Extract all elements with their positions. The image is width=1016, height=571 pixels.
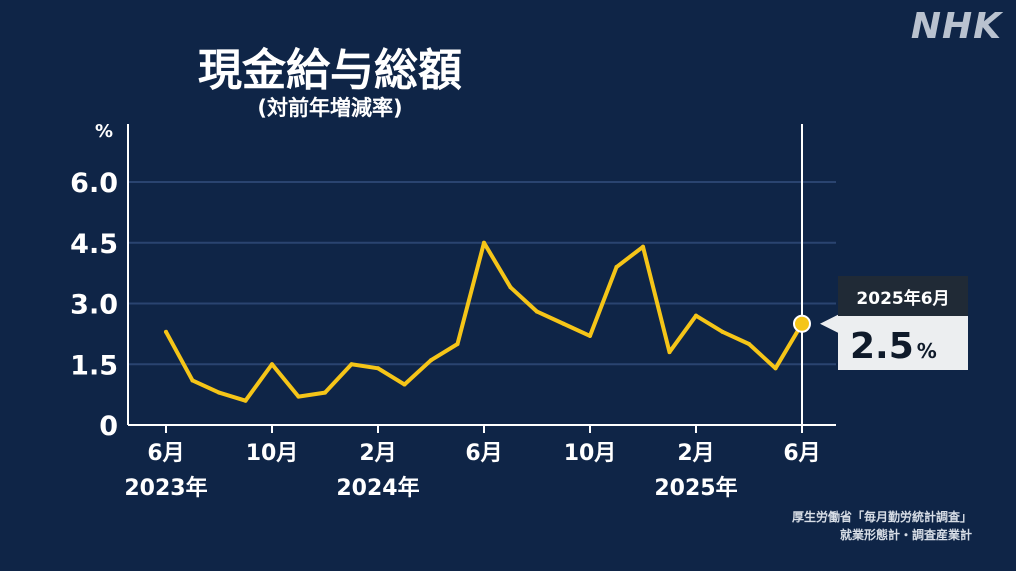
y-tick-label: 1.5	[70, 350, 118, 381]
x-tick-month: 6月	[147, 441, 184, 466]
data-point	[296, 394, 301, 399]
data-point	[243, 398, 248, 403]
data-point	[455, 342, 460, 346]
source-line-1: 厚生労働省「毎月勤労統計調査」	[791, 510, 972, 524]
y-tick-labels: 6.0 4.5 3.0 1.5 0%	[70, 121, 118, 442]
chart-title: 現金給与総額	[198, 45, 462, 96]
callout-value-bg	[838, 316, 968, 370]
data-point	[376, 366, 380, 371]
data-point	[720, 329, 725, 334]
grid-lines	[128, 181, 836, 366]
axes	[127, 124, 836, 426]
data-point	[641, 244, 645, 249]
x-tick-month: 10月	[564, 441, 617, 466]
data-point	[429, 358, 433, 363]
series-line	[164, 240, 804, 403]
data-point	[323, 390, 327, 395]
data-point	[535, 309, 539, 314]
data-point	[667, 350, 672, 355]
callout-value-number: 2.5	[850, 326, 914, 367]
source-line-2: 就業形態計・調査産業計	[839, 528, 972, 542]
source-note: 厚生労働省「毎月勤労統計調査」 就業形態計・調査産業計	[792, 508, 972, 544]
data-point	[270, 362, 274, 367]
data-point	[402, 382, 407, 387]
data-point	[694, 313, 698, 318]
x-tick-month: 10月	[246, 441, 299, 466]
y-tick-label: 0	[99, 411, 118, 442]
y-axis-label: %	[95, 121, 113, 142]
data-point	[217, 390, 221, 395]
x-tick-month: 2月	[677, 441, 714, 466]
series	[164, 240, 804, 403]
data-point	[588, 333, 592, 338]
chart-subtitle: (対前年増減率)	[257, 96, 403, 120]
x-tick-month: 6月	[465, 441, 502, 466]
data-point	[561, 321, 566, 326]
x-tick-month: 6月	[783, 441, 820, 466]
data-point	[747, 342, 751, 346]
callout-value: 2.5%	[850, 326, 937, 367]
callout-header-bg	[838, 276, 968, 316]
data-point	[190, 378, 195, 383]
data-point	[164, 329, 168, 334]
x-tick-month: 2月	[359, 441, 396, 466]
x-tick-labels: 6月 2023年 10月 2月 2024年 6月 10月 2月 2025年 6月	[124, 425, 821, 501]
nhk-logo: NHK	[910, 6, 1002, 47]
x-tick-year: 2025年	[654, 475, 737, 501]
value-callout: 2025年6月 2.5%	[793, 276, 968, 370]
y-tick-label: 6.0	[70, 168, 118, 199]
data-point	[508, 285, 513, 290]
x-tick-year: 2023年	[124, 475, 207, 501]
data-point	[614, 265, 619, 270]
y-tick-label: 3.0	[70, 290, 118, 321]
callout-value-unit: %	[917, 339, 937, 363]
callout-date: 2025年6月	[856, 288, 949, 309]
data-point	[349, 362, 354, 367]
callout-pointer	[820, 314, 838, 333]
highlight-point	[793, 314, 811, 333]
y-tick-label: 4.5	[70, 229, 118, 260]
data-point	[773, 366, 778, 371]
x-tick-year: 2024年	[336, 475, 419, 501]
data-point	[482, 240, 486, 245]
